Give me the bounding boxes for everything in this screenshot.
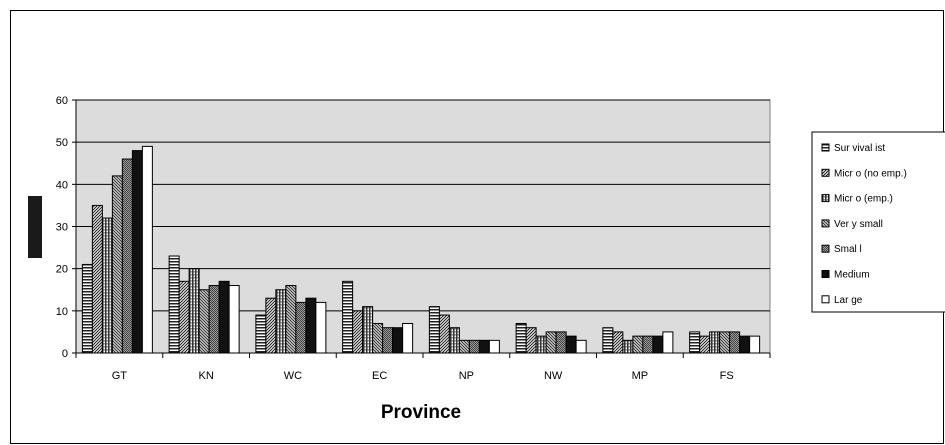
bar-ec-series-3	[362, 306, 374, 354]
bar-gt-series-2	[91, 204, 103, 354]
bar-kn-series-1	[168, 255, 180, 354]
bar-fs-series-3	[709, 331, 721, 354]
bar-fs-series-7	[749, 335, 761, 354]
y-tick-label: 40	[56, 179, 68, 191]
x-axis-ticks: GT KN WC EC NP NW MP FS	[75, 353, 771, 382]
x-axis-label: Province	[381, 402, 461, 423]
bar-np-series-5	[468, 339, 480, 354]
bar-gt-series-7	[141, 145, 153, 354]
x-tick-label: NW	[544, 370, 563, 382]
x-tick-label: MP	[632, 370, 649, 382]
bar-nw-series-7	[575, 339, 587, 354]
legend-swatch	[821, 194, 830, 203]
x-tick-label: GT	[112, 370, 128, 382]
bar-gt-series-1	[81, 263, 93, 354]
bar-fs-series-1	[689, 331, 701, 354]
y-axis-title-box	[28, 196, 42, 258]
bar-nw-series-1	[515, 322, 527, 354]
bar-wc-series-6	[305, 297, 317, 354]
legend-box	[811, 131, 945, 313]
bar-ec-series-7	[402, 322, 414, 354]
bar-mp-series-6	[652, 335, 664, 354]
bar-wc-series-1	[255, 314, 267, 354]
y-tick-label: 0	[62, 348, 68, 360]
legend-label: Medium	[834, 270, 870, 281]
bar-gt-series-5	[121, 158, 133, 354]
legend-swatch	[821, 295, 830, 304]
bar-nw-series-2	[525, 327, 537, 354]
bar-fs-series-5	[729, 331, 741, 354]
bar-fs-series-6	[739, 335, 751, 354]
bar-mp-series-2	[612, 331, 624, 354]
legend-label: Sur vival ist	[834, 143, 885, 154]
bar-kn-series-4	[198, 289, 210, 354]
bar-ec-series-1	[342, 280, 354, 354]
bar-mp-series-4	[632, 335, 644, 354]
bar-wc-series-3	[275, 289, 287, 354]
x-tick-label: EC	[372, 370, 387, 382]
bar-gt-series-6	[131, 150, 143, 354]
bar-kn-series-2	[178, 280, 190, 354]
x-tick-label: WC	[284, 370, 302, 382]
legend-swatch	[821, 270, 830, 278]
bar-np-series-6	[478, 339, 490, 354]
bar-wc-series-4	[285, 285, 297, 354]
legend-label: Micr o (emp.)	[834, 194, 893, 205]
bar-np-series-2	[438, 314, 450, 354]
bar-nw-series-4	[545, 331, 557, 354]
bar-kn-series-5	[208, 285, 220, 354]
legend-swatch	[821, 244, 830, 253]
legend-swatch	[821, 168, 830, 177]
bar-nw-series-5	[555, 331, 567, 354]
bar-ec-series-5	[382, 327, 394, 354]
bar-gt-series-4	[111, 175, 123, 354]
y-tick-label: 20	[56, 264, 68, 276]
y-axis-ticks: 0 10 20 30 40 50 60	[56, 95, 76, 360]
bar-np-series-3	[448, 327, 460, 354]
x-tick-label: FS	[720, 370, 734, 382]
legend-swatch	[821, 143, 830, 152]
bar-nw-series-6	[565, 335, 577, 354]
y-tick-label: 60	[56, 95, 68, 107]
legend-swatch	[821, 219, 830, 228]
bar-mp-series-5	[642, 335, 654, 354]
legend-label: Lar ge	[834, 295, 863, 306]
bar-mp-series-1	[602, 327, 614, 354]
bar-kn-series-3	[188, 268, 200, 354]
bar-fs-series-4	[719, 331, 731, 354]
bar-kn-series-7	[228, 285, 240, 354]
legend-label: Ver y small	[834, 219, 883, 230]
bar-kn-series-6	[218, 280, 230, 354]
bar-ec-series-2	[352, 310, 364, 354]
bar-ec-series-6	[392, 327, 404, 354]
x-tick-label: KN	[198, 370, 213, 382]
legend-label: Micr o (no emp.)	[834, 168, 907, 179]
legend-label: Smal l	[834, 244, 862, 255]
bar-wc-series-2	[265, 297, 277, 354]
y-tick-label: 10	[56, 306, 68, 318]
bar-np-series-7	[488, 339, 500, 354]
bar-wc-series-7	[315, 301, 327, 354]
bar-nw-series-3	[535, 335, 547, 354]
bar-gt-series-3	[101, 217, 113, 354]
bar-mp-series-7	[662, 331, 674, 354]
x-tick-label: NP	[459, 370, 474, 382]
legend: Sur vival ist Micr o (no emp.) Micr o (emp…	[811, 131, 945, 313]
y-tick-label: 30	[56, 222, 68, 234]
bar-np-series-1	[428, 306, 440, 354]
y-tick-label: 50	[56, 137, 68, 149]
bar-np-series-4	[458, 339, 470, 354]
bar-mp-series-3	[622, 339, 634, 354]
bar-wc-series-5	[295, 301, 307, 354]
bar-ec-series-4	[372, 322, 384, 354]
bar-fs-series-2	[699, 335, 711, 354]
